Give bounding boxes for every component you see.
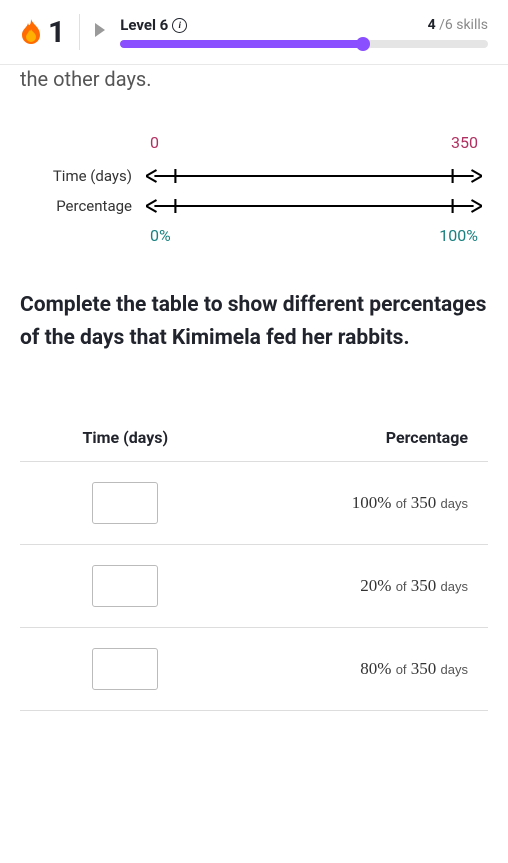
time-input-1[interactable]	[92, 565, 158, 607]
col-pct-header: Percentage	[231, 414, 488, 462]
question-prompt: Complete the table to show different per…	[20, 289, 488, 354]
level-label: Level 6 i	[120, 16, 187, 34]
play-icon[interactable]	[94, 22, 106, 43]
skills-count: 4 /6 skills	[428, 17, 488, 33]
time-input-0[interactable]	[92, 482, 158, 524]
pct-cell: 20% of 350 days	[231, 545, 488, 628]
progress-bar	[120, 40, 488, 48]
table-row: 80% of 350 days	[20, 628, 488, 711]
streak-counter: 1	[20, 15, 65, 50]
time-end-label: 350	[451, 133, 478, 152]
table-row: 20% of 350 days	[20, 545, 488, 628]
pct-cell: 80% of 350 days	[231, 628, 488, 711]
time-input-2[interactable]	[92, 648, 158, 690]
flame-icon	[20, 19, 42, 45]
streak-number: 1	[48, 15, 65, 50]
truncated-prior-text: the other days.	[20, 67, 488, 91]
pct-axis-line	[146, 196, 482, 216]
level-text: Level 6	[120, 16, 168, 34]
time-axis-line	[146, 166, 482, 186]
col-time-header: Time (days)	[20, 414, 231, 462]
pct-cell: 100% of 350 days	[231, 462, 488, 545]
pct-axis-label: Percentage	[20, 197, 140, 215]
info-icon[interactable]: i	[172, 18, 187, 33]
time-start-label: 0	[150, 133, 159, 152]
pct-start-label: 0%	[150, 226, 171, 245]
divider	[79, 14, 80, 50]
time-axis-label: Time (days)	[20, 167, 140, 185]
double-number-line: 0 350 Time (days) Percentage	[20, 133, 488, 249]
pct-end-label: 100%	[439, 226, 478, 245]
table-row: 100% of 350 days	[20, 462, 488, 545]
answer-table: Time (days) Percentage 100% of 350 days2…	[20, 414, 488, 711]
